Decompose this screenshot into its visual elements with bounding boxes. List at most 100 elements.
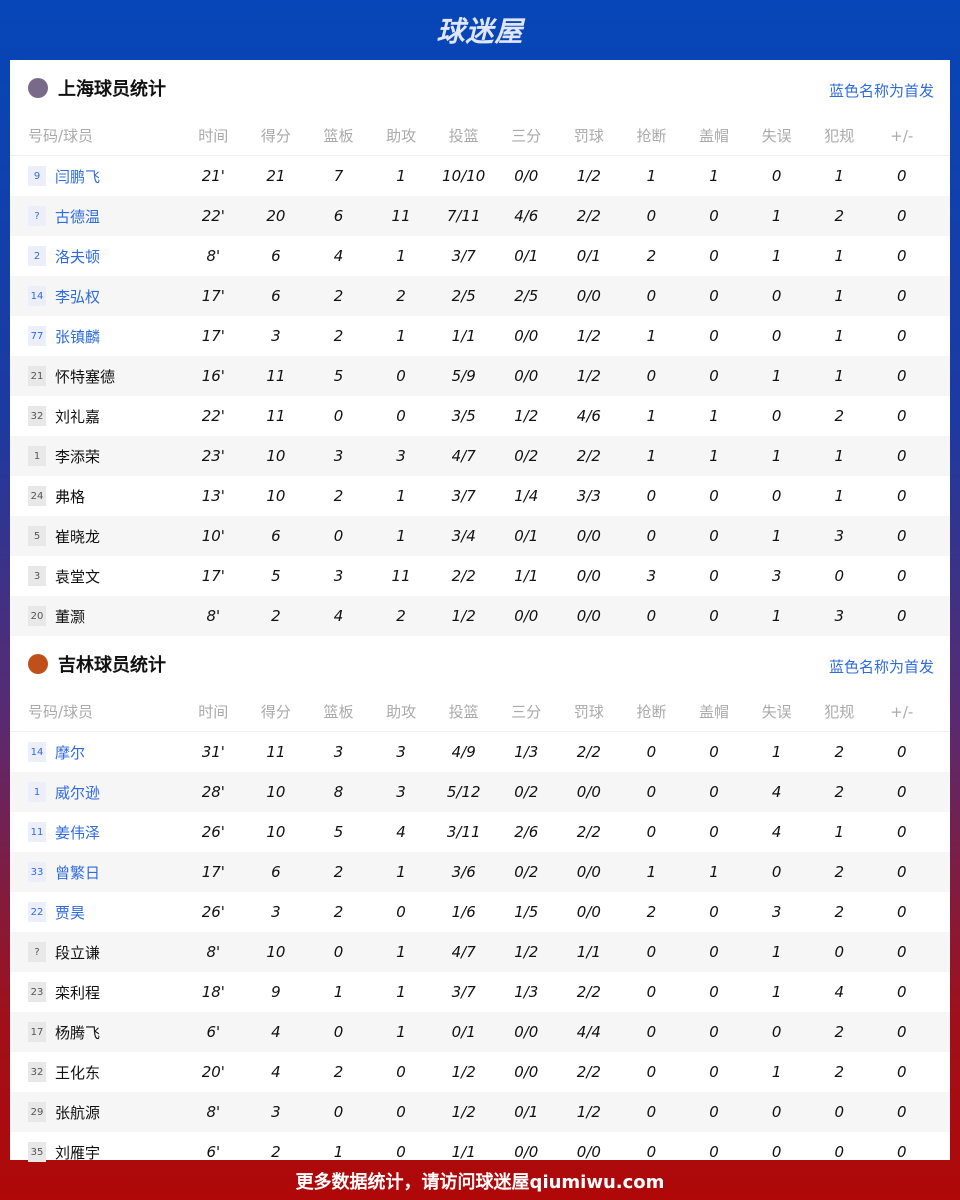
player-cell[interactable]: 29 张航源: [10, 1102, 182, 1123]
player-name[interactable]: 李添荣: [55, 447, 101, 466]
player-cell[interactable]: 14 摩尔: [10, 742, 182, 763]
player-cell[interactable]: 1 威尔逊: [10, 782, 182, 803]
player-row[interactable]: 22 贾昊 26' 3 2 0 1/6 1/5 0/0 2 0 3 2 0: [10, 892, 950, 932]
column-header[interactable]: 得分: [260, 127, 291, 145]
column-header[interactable]: 篮板: [323, 127, 354, 145]
player-row[interactable]: 77 张镇麟 17' 3 2 1 1/1 0/0 1/2 1 0 0 1 0: [10, 316, 950, 356]
player-cell[interactable]: 14 李弘权: [10, 286, 182, 307]
player-cell[interactable]: 33 曾繁日: [10, 862, 182, 883]
player-row[interactable]: 11 姜伟泽 26' 10 5 4 3/11 2/6 2/2 0 0 4 1 0: [10, 812, 950, 852]
player-cell[interactable]: 20 董灏: [10, 606, 182, 627]
player-row[interactable]: 17 杨腾飞 6' 4 0 1 0/1 0/0 4/4 0 0 0 2 0: [10, 1012, 950, 1052]
player-name[interactable]: 张镇麟: [55, 327, 101, 346]
player-row[interactable]: 3 袁堂文 17' 5 3 11 2/2 1/1 0/0 3 0 3 0 0: [10, 556, 950, 596]
stat-cell: 0: [396, 1103, 406, 1121]
player-name[interactable]: 崔晓龙: [55, 527, 101, 546]
column-header[interactable]: 失误: [761, 127, 792, 145]
stat-cell: 0: [709, 327, 719, 345]
player-name[interactable]: 李弘权: [55, 287, 101, 306]
player-cell[interactable]: 1 李添荣: [10, 446, 182, 467]
column-header[interactable]: +/-: [890, 126, 914, 145]
player-row[interactable]: 32 刘礼嘉 22' 11 0 0 3/5 1/2 4/6 1 1 0 2 0: [10, 396, 950, 436]
stat-cell: 0: [646, 1063, 657, 1081]
column-header[interactable]: 投篮: [448, 703, 479, 721]
player-name[interactable]: 怀特塞德: [55, 367, 116, 386]
column-header[interactable]: 罚球: [573, 703, 604, 721]
footer-text[interactable]: 更多数据统计，请访问球迷屋qiumiwu.com: [295, 1172, 665, 1193]
player-row[interactable]: 32 王化东 20' 4 2 0 1/2 0/0 2/2 0 0 1 2 0: [10, 1052, 950, 1092]
player-name[interactable]: 洛夫顿: [55, 247, 101, 266]
column-header[interactable]: 罚球: [573, 127, 604, 145]
column-header[interactable]: +/-: [890, 702, 914, 721]
stat-cell: 2/2: [576, 983, 601, 1001]
player-row[interactable]: 1 李添荣 23' 10 3 3 4/7 0/2 2/2 1 1 1 1 0: [10, 436, 950, 476]
player-cell[interactable]: 32 刘礼嘉: [10, 406, 182, 427]
player-name[interactable]: 威尔逊: [55, 783, 101, 802]
player-name[interactable]: 刘雁宇: [55, 1143, 101, 1162]
column-header[interactable]: 盖帽: [699, 127, 730, 145]
column-header[interactable]: 时间: [198, 127, 229, 145]
player-row[interactable]: 23 栾利程 18' 9 1 1 3/7 1/3 2/2 0 0 1 4 0: [10, 972, 950, 1012]
column-header[interactable]: 失误: [761, 703, 792, 721]
player-name[interactable]: 贾昊: [55, 903, 86, 922]
player-cell[interactable]: 9 闫鹏飞: [10, 166, 182, 187]
stat-cell: 2: [834, 1063, 844, 1081]
player-name[interactable]: 袁堂文: [55, 567, 101, 586]
column-header[interactable]: 时间: [198, 703, 229, 721]
column-header[interactable]: 助攻: [386, 127, 417, 145]
player-name[interactable]: 曾繁日: [55, 863, 101, 882]
player-name[interactable]: 张航源: [55, 1103, 101, 1122]
player-cell[interactable]: 32 王化东: [10, 1062, 182, 1083]
column-header[interactable]: 犯规: [824, 127, 855, 145]
player-cell[interactable]: 17 杨腾飞: [10, 1022, 182, 1043]
player-cell[interactable]: ? 古德温: [10, 206, 182, 227]
player-cell[interactable]: 3 袁堂文: [10, 566, 182, 587]
player-row[interactable]: 9 闫鹏飞 21' 21 7 1 10/10 0/0 1/2 1 1 0 1 0: [10, 156, 950, 196]
player-name[interactable]: 王化东: [55, 1063, 101, 1082]
player-row[interactable]: ? 古德温 22' 20 6 11 7/11 4/6 2/2 0 0 1 2 0: [10, 196, 950, 236]
player-row[interactable]: 2 洛夫顿 8' 6 4 1 3/7 0/1 0/1 2 0 1 1 0: [10, 236, 950, 276]
player-cell[interactable]: ? 段立谦: [10, 942, 182, 963]
stat-cell: 7: [333, 167, 344, 185]
player-cell[interactable]: 22 贾昊: [10, 902, 182, 923]
player-row[interactable]: 1 威尔逊 28' 10 8 3 5/12 0/2 0/0 0 0 4 2 0: [10, 772, 950, 812]
player-cell[interactable]: 77 张镇麟: [10, 326, 182, 347]
player-name[interactable]: 摩尔: [55, 743, 86, 762]
player-name[interactable]: 段立谦: [55, 943, 101, 962]
player-name[interactable]: 姜伟泽: [55, 823, 101, 842]
player-name[interactable]: 董灏: [55, 607, 86, 626]
column-header[interactable]: 抢断: [636, 703, 667, 721]
player-row[interactable]: 21 怀特塞德 16' 11 5 0 5/9 0/0 1/2 0 0 1 1 0: [10, 356, 950, 396]
player-cell[interactable]: 21 怀特塞德: [10, 366, 182, 387]
player-name[interactable]: 刘礼嘉: [55, 407, 101, 426]
player-row[interactable]: 14 摩尔 31' 11 3 3 4/9 1/3 2/2 0 0 1 2 0: [10, 732, 950, 772]
player-row[interactable]: 35 刘雁宇 6' 2 1 0 1/1 0/0 0/0 0 0 0 0 0: [10, 1132, 950, 1172]
player-row[interactable]: 24 弗格 13' 10 2 1 3/7 1/4 3/3 0 0 0 1 0: [10, 476, 950, 516]
player-row[interactable]: ? 段立谦 8' 10 0 1 4/7 1/2 1/1 0 0 1 0 0: [10, 932, 950, 972]
player-row[interactable]: 20 董灏 8' 2 4 2 1/2 0/0 0/0 0 0 1 3 0: [10, 596, 950, 636]
column-header[interactable]: 犯规: [824, 703, 855, 721]
column-header[interactable]: 投篮: [448, 127, 479, 145]
column-header[interactable]: 篮板: [323, 703, 354, 721]
player-cell[interactable]: 2 洛夫顿: [10, 246, 182, 267]
column-header[interactable]: 三分: [511, 127, 542, 145]
column-header[interactable]: 抢断: [636, 127, 667, 145]
player-row[interactable]: 29 张航源 8' 3 0 0 1/2 0/1 1/2 0 0 0 0 0: [10, 1092, 950, 1132]
player-name[interactable]: 古德温: [55, 207, 101, 226]
column-header[interactable]: 得分: [260, 703, 291, 721]
player-name[interactable]: 栾利程: [55, 983, 101, 1002]
column-header[interactable]: 助攻: [386, 703, 417, 721]
player-cell[interactable]: 23 栾利程: [10, 982, 182, 1003]
player-row[interactable]: 33 曾繁日 17' 6 2 1 3/6 0/2 0/0 1 1 0 2 0: [10, 852, 950, 892]
player-name[interactable]: 闫鹏飞: [55, 167, 101, 186]
player-cell[interactable]: 35 刘雁宇: [10, 1142, 182, 1163]
column-header[interactable]: 三分: [511, 703, 542, 721]
player-row[interactable]: 5 崔晓龙 10' 6 0 1 3/4 0/1 0/0 0 0 1 3 0: [10, 516, 950, 556]
player-row[interactable]: 14 李弘权 17' 6 2 2 2/5 2/5 0/0 0 0 0 1 0: [10, 276, 950, 316]
player-cell[interactable]: 11 姜伟泽: [10, 822, 182, 843]
column-header[interactable]: 盖帽: [699, 703, 730, 721]
player-cell[interactable]: 24 弗格: [10, 486, 182, 507]
player-cell[interactable]: 5 崔晓龙: [10, 526, 182, 547]
player-name[interactable]: 杨腾飞: [55, 1023, 101, 1042]
player-name[interactable]: 弗格: [55, 487, 86, 506]
